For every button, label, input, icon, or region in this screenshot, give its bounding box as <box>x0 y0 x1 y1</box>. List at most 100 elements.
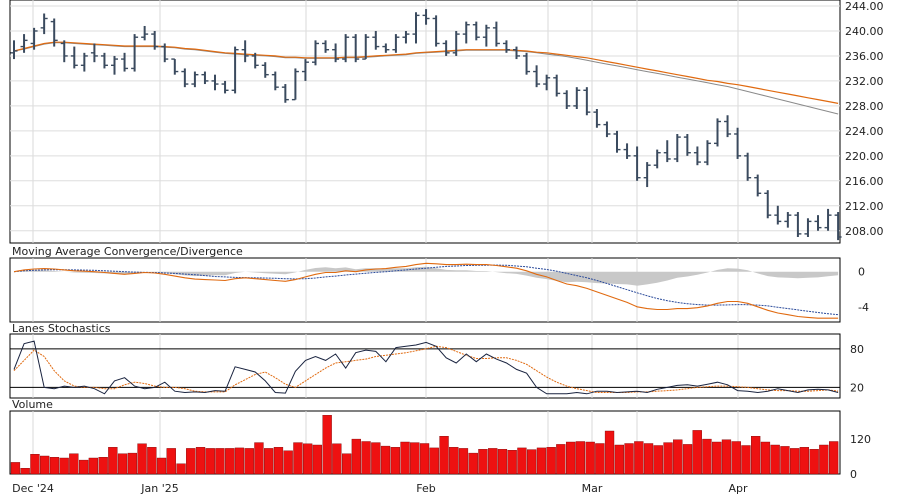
volume-bar <box>186 448 196 475</box>
volume-bar <box>98 457 108 475</box>
volume-bar <box>643 443 654 475</box>
ohlc-bar <box>151 30 159 50</box>
x-tick-label: Dec '24 <box>12 482 54 495</box>
volume-bar <box>322 415 332 475</box>
ohlc-bar <box>523 52 531 75</box>
volume-bar <box>147 447 157 475</box>
ohlc-bar <box>100 52 108 69</box>
volume-bar <box>400 441 410 475</box>
ohlc-bar <box>462 21 470 44</box>
stochastics-tick-label: 20 <box>850 381 864 394</box>
ohlc-bar <box>834 212 842 241</box>
ohlc-bar <box>121 52 129 72</box>
volume-bar <box>390 447 400 475</box>
price-tick-label: 236.00 <box>845 50 884 63</box>
volume-bar <box>176 463 186 475</box>
ohlc-bar <box>332 43 340 63</box>
price-layer <box>10 9 842 241</box>
ohlc-bar <box>442 40 450 56</box>
axis-layer: Dec '24 Jan '25 Feb Mar Apr 208.00 212.00 216.0… <box>12 0 883 495</box>
ohlc-bar <box>251 52 259 69</box>
volume-bar <box>137 443 147 475</box>
volume-bar <box>234 447 245 475</box>
ohlc-bar <box>492 21 500 47</box>
ohlc-bar <box>653 149 661 169</box>
price-tick-label: 208.00 <box>845 225 884 238</box>
ohlc-bar <box>673 133 681 163</box>
ohlc-bar <box>804 218 812 237</box>
volume-bar <box>595 443 605 475</box>
volume-bar <box>760 441 771 475</box>
ohlc-bar <box>131 34 139 72</box>
volume-bar <box>507 450 517 475</box>
price-tick-label: 240.00 <box>845 25 884 38</box>
ohlc-bar <box>201 71 209 85</box>
macd-signal-line <box>13 264 839 316</box>
price-tick-label: 232.00 <box>845 75 884 88</box>
volume-bar <box>663 442 673 475</box>
volume-bar <box>731 441 741 475</box>
ohlc-bar <box>40 13 48 35</box>
volume-bar <box>692 430 702 475</box>
ohlc-bar <box>784 212 792 228</box>
volume-bar <box>702 438 712 475</box>
ohlc-bar <box>452 30 460 56</box>
ohlc-bar <box>583 87 591 116</box>
volume-bar <box>380 445 391 475</box>
ohlc-bar <box>352 34 360 63</box>
volume-bar <box>244 448 254 475</box>
ohlc-bar <box>362 34 370 60</box>
volume-bar <box>546 447 556 475</box>
volume-layer <box>10 415 839 475</box>
volume-bar <box>215 448 225 475</box>
volume-bar <box>49 457 60 475</box>
volume-bar <box>127 452 138 475</box>
ohlc-bar <box>322 40 330 53</box>
stochastics-title: Lanes Stochastics <box>12 322 111 335</box>
volume-bar <box>88 457 99 475</box>
volume-bar <box>790 448 800 475</box>
ohlc-bar <box>231 46 239 94</box>
volume-bar <box>497 449 508 475</box>
ohlc-bar <box>382 43 390 53</box>
volume-bar <box>819 444 829 475</box>
volume-bar <box>419 443 430 475</box>
volume-bar <box>566 441 576 475</box>
ohlc-bar <box>261 62 269 78</box>
volume-bar <box>682 444 693 475</box>
volume-bar <box>273 447 284 475</box>
volume-bar <box>634 441 644 475</box>
ohlc-bar <box>422 9 430 25</box>
stochastics-fast-line <box>13 340 839 395</box>
ohlc-bar <box>221 80 229 94</box>
volume-bar <box>585 441 595 475</box>
volume-bar <box>195 447 206 475</box>
ohlc-bar <box>593 109 601 128</box>
volume-bar <box>809 449 819 475</box>
volume-bar <box>156 457 167 475</box>
ohlc-bar <box>703 140 711 166</box>
ohlc-bar <box>714 118 721 147</box>
volume-bar <box>799 447 810 475</box>
moving-average-long-line <box>13 41 839 104</box>
volume-bar <box>449 447 459 475</box>
ohlc-bar <box>111 55 118 75</box>
ohlc-bar <box>50 18 58 47</box>
volume-bar <box>829 441 839 475</box>
x-tick-label: Feb <box>416 482 435 495</box>
ohlc-bar <box>372 30 380 50</box>
volume-bar <box>770 444 780 475</box>
ohlc-bar <box>543 74 551 91</box>
ohlc-bar <box>90 43 98 63</box>
ohlc-bar <box>432 15 440 47</box>
volume-bar <box>59 457 69 475</box>
ohlc-bar <box>141 25 149 41</box>
volume-bar <box>575 441 586 475</box>
volume-bar <box>527 449 537 475</box>
ohlc-bar <box>774 205 782 225</box>
volume-bar <box>117 453 128 475</box>
volume-bar <box>312 444 322 475</box>
stochastics-tick-label: 80 <box>850 343 864 356</box>
macd-tick-label: 0 <box>858 266 865 279</box>
volume-bar <box>488 448 498 475</box>
